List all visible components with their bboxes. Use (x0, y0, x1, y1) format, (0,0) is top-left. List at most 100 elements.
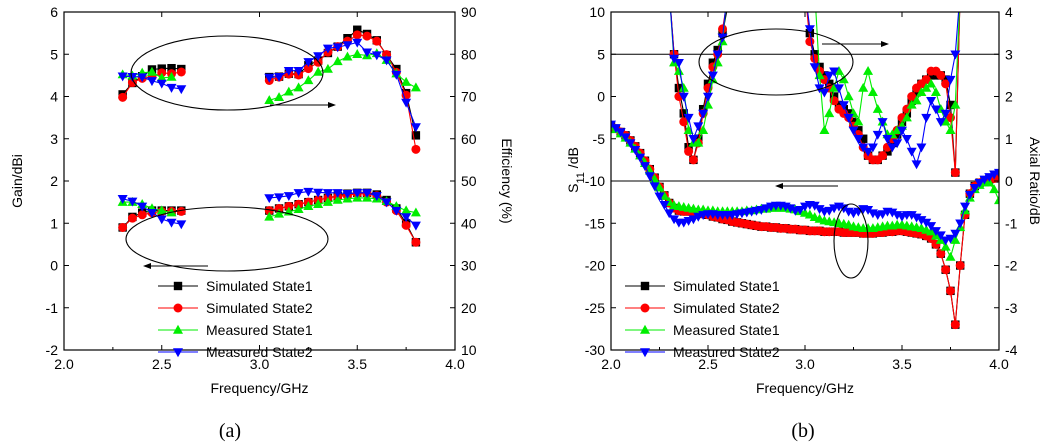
data-point (137, 210, 147, 220)
legend-item: Measured State2 (158, 344, 313, 360)
data-point (693, 137, 704, 147)
data-point (156, 79, 167, 89)
y2-axis-label: Axial Ratio/dB (1027, 137, 1043, 225)
annotation-ellipse-gain (125, 206, 329, 272)
data-point (649, 182, 660, 192)
data-point (635, 153, 646, 163)
data-point (156, 205, 167, 215)
data-point (118, 222, 128, 232)
x-tick-label: 2.0 (54, 356, 74, 372)
arrow-head (775, 183, 783, 189)
data-point (332, 194, 343, 204)
data-point (654, 192, 665, 202)
legend-marker (173, 348, 183, 358)
data-point (615, 128, 626, 138)
data-point (887, 143, 898, 153)
data-point (810, 53, 820, 63)
data-point (411, 237, 421, 247)
data-point (683, 125, 694, 134)
x-tick-label: 4.0 (445, 356, 465, 372)
data-point (381, 198, 392, 208)
data-point (946, 100, 955, 110)
data-point (410, 221, 421, 231)
data-point (264, 95, 275, 105)
x-tick-label: 2.5 (152, 356, 172, 372)
data-point (940, 241, 951, 251)
series-line (269, 193, 417, 243)
panel-caption: (a) (219, 420, 241, 442)
y-tick-label: 1 (50, 215, 58, 231)
y-tick-label: 10 (589, 4, 605, 20)
annotation-ellipse-axial-ratio (698, 28, 854, 96)
data-point (859, 134, 868, 143)
data-point (877, 118, 888, 128)
y-axis-label: Gain/dBi (9, 154, 25, 208)
data-point (176, 206, 186, 216)
y2-tick-label: 50 (461, 173, 477, 189)
legend-item: Measured State1 (625, 322, 780, 338)
legend-item: Simulated State2 (625, 300, 780, 316)
data-point (945, 234, 956, 244)
data-point (941, 265, 951, 275)
data-point (303, 201, 314, 211)
data-point (950, 99, 961, 109)
x-tick-label: 3.5 (892, 356, 912, 372)
data-point (313, 52, 324, 62)
legend-label: Measured State2 (206, 344, 313, 360)
data-point (371, 51, 382, 61)
data-point (284, 201, 294, 211)
data-point (926, 222, 937, 231)
data-point (960, 202, 971, 212)
y2-tick-label: 0 (1005, 173, 1013, 189)
data-point (897, 126, 907, 136)
y2-tick-label: -3 (1005, 300, 1018, 316)
data-point (805, 37, 815, 47)
y2-tick-label: -4 (1005, 342, 1018, 358)
data-point (955, 261, 965, 270)
legend: Simulated State1 Simulated State2 Measured… (625, 278, 780, 360)
data-point (911, 95, 922, 105)
data-point (693, 122, 704, 132)
y2-tick-label: 40 (461, 215, 477, 231)
y2-tick-label: 30 (461, 258, 477, 274)
y2-tick-label: 70 (461, 89, 477, 105)
data-point (858, 82, 869, 92)
y2-tick-label: -2 (1005, 258, 1018, 274)
data-point (848, 126, 859, 136)
data-point (926, 78, 937, 88)
x-tick-label: 3.0 (250, 356, 270, 372)
data-point (707, 71, 718, 81)
legend-marker (173, 303, 183, 313)
y-tick-label: -10 (585, 173, 605, 189)
series-line (611, 125, 999, 325)
data-point (362, 31, 372, 41)
data-point (984, 173, 995, 182)
series-group (117, 25, 421, 247)
data-point (804, 209, 815, 219)
x-tick-label: 4.0 (989, 356, 1009, 372)
y2-tick-label: 2 (1005, 89, 1013, 105)
data-point (156, 215, 167, 225)
data-point (362, 189, 373, 199)
data-point (127, 213, 137, 223)
y-axis-label-sub: 11 (575, 172, 587, 183)
data-point (353, 25, 362, 34)
data-point (878, 151, 888, 161)
data-point (916, 216, 927, 226)
data-point (630, 146, 641, 155)
data-point (941, 79, 951, 89)
data-point (352, 189, 363, 199)
data-point (936, 70, 946, 80)
y-tick-label: 2 (50, 173, 58, 189)
annotation-ellipse-efficiency (130, 35, 324, 111)
data-point (916, 143, 927, 153)
series-simulated-state2 (611, 121, 999, 330)
y-axis-label-unit: /dB (565, 147, 581, 172)
data-point (303, 187, 314, 197)
data-point (911, 160, 922, 170)
y2-tick-label: 20 (461, 300, 477, 316)
legend-marker (173, 281, 183, 291)
legend-label: Measured State1 (206, 322, 313, 338)
data-point (303, 58, 314, 68)
data-point (950, 50, 961, 60)
